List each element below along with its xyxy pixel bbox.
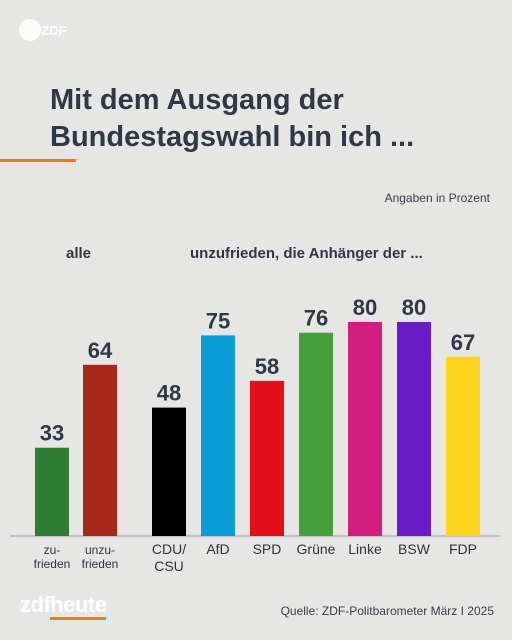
zdfheute-logo: zdfheute (20, 592, 107, 620)
category-label-1-6: FDP (449, 541, 477, 557)
bar-1-4 (348, 322, 382, 536)
bar-0-0 (35, 447, 69, 536)
category-label-1-2: SPD (253, 541, 282, 557)
bar-1-0 (152, 407, 186, 536)
bar-1-3 (299, 332, 333, 536)
value-label-1-6: 67 (451, 330, 475, 355)
title-accent-rule (0, 159, 76, 162)
value-label-0-0: 33 (40, 421, 64, 446)
category-label-0-0: zu-frieden (34, 543, 71, 571)
bar-0-1 (83, 364, 117, 536)
bar-1-6 (446, 356, 480, 536)
category-label-1-0: CDU/CSU (152, 541, 186, 574)
category-label-1-1: AfD (206, 541, 229, 557)
value-label-1-5: 80 (402, 295, 426, 320)
bar-1-1 (201, 335, 235, 536)
brand-zdf: zdf (20, 592, 51, 617)
category-label-1-4: Linke (348, 541, 382, 557)
value-label-1-4: 80 (353, 295, 377, 320)
value-label-1-2: 58 (255, 354, 279, 379)
title-line-2: Bundestagswahl bin ich ... (50, 121, 415, 153)
title-line-1: Mit dem Ausgang der (50, 84, 344, 116)
page-title: Mit dem Ausgang der Bundestagswahl bin i… (50, 82, 490, 156)
category-label-0-1: unzu-frieden (82, 543, 119, 571)
value-label-1-3: 76 (304, 306, 328, 331)
brand-heute: heute (50, 592, 107, 620)
value-label-0-1: 64 (88, 338, 113, 363)
category-label-1-5: BSW (398, 541, 431, 557)
zdf-logo: ZDF (19, 19, 67, 41)
group-title-supporters: unzufrieden, die Anhänger der ... (190, 245, 423, 262)
value-label-1-1: 75 (206, 308, 230, 333)
bar-1-2 (250, 380, 284, 536)
value-label-1-0: 48 (157, 381, 181, 406)
source-note: Quelle: ZDF-Politbarometer März I 2025 (280, 604, 494, 618)
group-title-all: alle (66, 245, 92, 262)
zdf-logo-text: ZDF (41, 23, 66, 38)
unit-note: Angaben in Prozent (384, 191, 490, 205)
category-label-1-3: Grüne (297, 541, 336, 557)
bar-1-5 (397, 322, 431, 536)
